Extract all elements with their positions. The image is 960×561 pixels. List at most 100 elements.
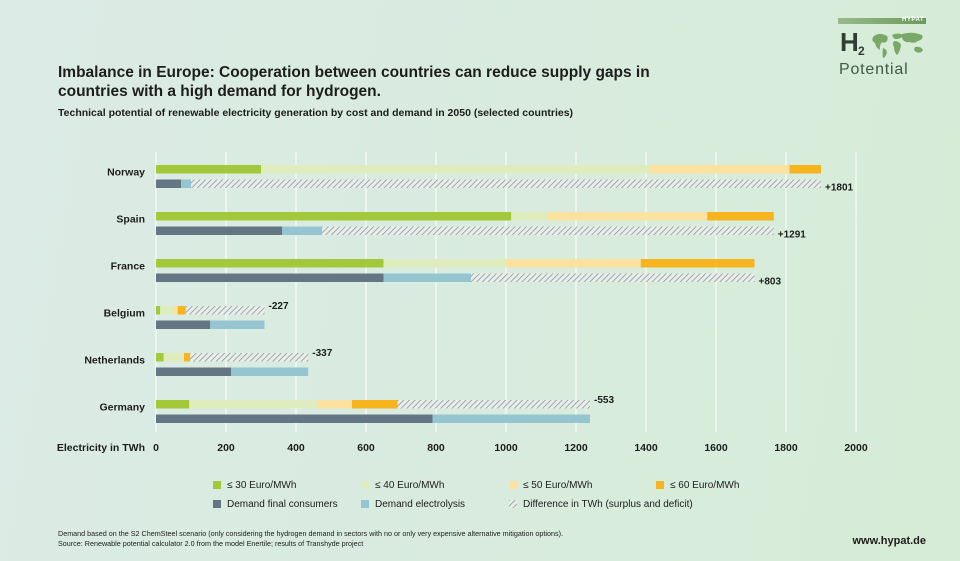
x-tick-label: 800 [427,442,445,454]
difference-label: +1801 [825,183,854,194]
supply-bar-segment [177,306,186,315]
legend-label-50: ≤ 50 Euro/MWh [523,479,593,491]
category-label: France [111,261,146,273]
bar-chart: 0 200 400 600 800 1000 1200 1400 1600 1800 2000 Ele… [56,152,868,455]
x-axis-label: Electricity in TWh [57,442,145,454]
demand-bar-segment [383,273,471,282]
legend-label-60: ≤ 60 Euro/MWh [670,479,740,491]
difference-bar [471,273,755,282]
supply-bar-segment [261,165,650,174]
logo-bar [838,18,926,24]
bars [156,165,821,423]
logo-h-letter: H [840,27,859,57]
supply-bar-segment [160,306,174,315]
legend-item-40: ≤ 40 Euro/MWh [361,478,444,492]
demand-bar-segment [156,320,211,329]
legend-swatch-30 [213,481,221,489]
legend-label-demand-electrolysis: Demand electrolysis [375,498,466,510]
supply-bar-segment [156,353,164,362]
legend-item-50: ≤ 50 Euro/MWh [509,478,592,492]
supply-bar-segment [189,400,317,409]
legend-item-demand-electrolysis: Demand electrolysis [361,497,465,511]
grid-lines [155,152,857,432]
x-tick-label: 1600 [704,442,728,454]
demand-bar-segment [156,226,282,235]
supply-bar-segment [548,212,708,221]
difference-bar [185,306,265,315]
difference-label: -337 [312,348,332,359]
labels: 0 200 400 600 800 1000 1200 1400 1600 1800 2000 Ele… [57,167,868,455]
world-map-icon [872,32,923,58]
x-tick-label: 200 [217,442,235,454]
supply-bar-segment [156,259,384,268]
legend-swatch-demand-electrolysis [361,500,369,508]
legend-item-30: ≤ 30 Euro/MWh [213,478,296,492]
supply-bar-segment [317,400,352,409]
legend-swatch-60 [656,481,664,489]
x-tick-label: 1400 [634,442,658,454]
logo-subscript: 2 [858,44,865,58]
supply-bar-segment [156,212,512,221]
demand-bar-segment [181,179,191,188]
difference-bar [322,226,774,235]
supply-bar-segment [511,212,548,221]
difference-bar [191,179,821,188]
legend-label-demand-final: Demand final consumers [227,498,338,510]
category-label: Belgium [104,308,145,320]
x-tick-label: 1200 [564,442,588,454]
legend-item-60: ≤ 60 Euro/MWh [656,478,739,492]
supply-bar-segment [184,353,191,362]
footnote-source: Source: Renewable potential calculator 2… [58,539,364,548]
legend-label-difference: Difference in TWh (surplus and deficit) [523,498,693,510]
website-link[interactable]: www.hypat.de [852,535,926,547]
footnote: Demand based on the S2 ChemSteel scenari… [58,529,563,549]
x-tick-label: 2000 [844,442,868,454]
difference-label: -227 [269,301,289,312]
supply-bar-segment [156,400,190,409]
difference-label: +803 [759,277,782,288]
legend: ≤ 30 Euro/MWh ≤ 40 Euro/MWh ≤ 50 Euro/MW… [213,478,833,514]
demand-bar-segment [156,414,433,423]
legend-label-30: ≤ 30 Euro/MWh [227,479,297,491]
x-tick-label: 0 [153,442,159,454]
x-tick-label: 400 [287,442,305,454]
logo-word: Potential [839,61,909,78]
legend-swatch-demand-final [213,500,221,508]
legend-item-demand-final: Demand final consumers [213,497,338,511]
supply-bar-segment [640,259,755,268]
x-tick-label: 600 [357,442,375,454]
supply-bar-segment [789,165,821,174]
x-tick-label: 1800 [774,442,798,454]
supply-bar-segment [707,212,774,221]
demand-bar-segment [282,226,323,235]
legend-swatch-40 [361,481,369,489]
demand-bar-segment [231,367,309,376]
supply-bar-segment [156,306,161,315]
chart-subtitle: Technical potential of renewable electri… [58,107,574,119]
demand-bar-segment [156,179,182,188]
hypat-logo: HYPAT H 2 Potential [838,17,928,82]
supply-bar-segment [163,353,184,362]
category-label: Norway [107,167,145,179]
demand-bar-segment [210,320,265,329]
demand-bar-segment [432,414,590,423]
chart-title: Imbalance in Europe: Cooperation between… [58,64,650,100]
footnote-note: Demand based on the S2 ChemSteel scenari… [58,529,564,538]
supply-bar-segment [352,400,398,409]
category-label: Netherlands [84,355,145,367]
difference-label: -553 [594,395,614,406]
demand-bar-segment [156,367,232,376]
supply-bar-segment [156,165,261,174]
category-label: Germany [99,402,145,414]
supply-bar-segment [173,306,178,315]
demand-bar-segment [156,273,384,282]
difference-bar [397,400,590,409]
difference-label: +1291 [778,230,807,241]
supply-bar-segment [506,259,641,268]
supply-bar-segment [649,165,790,174]
legend-swatch-50 [509,481,517,489]
supply-bar-segment [383,259,506,268]
legend-label-40: ≤ 40 Euro/MWh [375,479,445,491]
legend-swatch-difference [509,500,517,508]
difference-bar [190,353,309,362]
